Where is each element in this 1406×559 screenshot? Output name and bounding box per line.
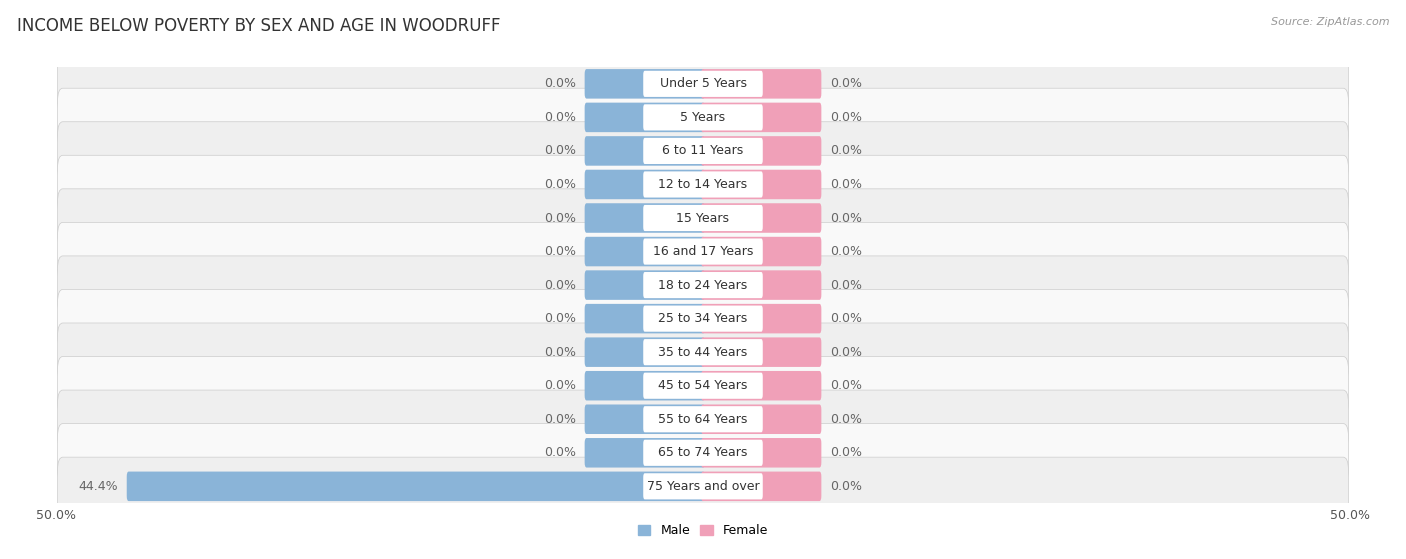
- FancyBboxPatch shape: [585, 103, 704, 132]
- Text: 6 to 11 Years: 6 to 11 Years: [662, 144, 744, 158]
- Text: 44.4%: 44.4%: [79, 480, 118, 493]
- FancyBboxPatch shape: [643, 71, 763, 97]
- FancyBboxPatch shape: [585, 405, 704, 434]
- FancyBboxPatch shape: [702, 405, 821, 434]
- Text: 0.0%: 0.0%: [544, 77, 576, 91]
- FancyBboxPatch shape: [585, 338, 704, 367]
- FancyBboxPatch shape: [702, 438, 821, 467]
- FancyBboxPatch shape: [585, 237, 704, 266]
- Text: 75 Years and over: 75 Years and over: [647, 480, 759, 493]
- FancyBboxPatch shape: [58, 256, 1348, 314]
- Text: 16 and 17 Years: 16 and 17 Years: [652, 245, 754, 258]
- FancyBboxPatch shape: [58, 122, 1348, 180]
- Text: 12 to 14 Years: 12 to 14 Years: [658, 178, 748, 191]
- FancyBboxPatch shape: [58, 189, 1348, 247]
- Text: 0.0%: 0.0%: [830, 278, 862, 292]
- Text: 45 to 54 Years: 45 to 54 Years: [658, 379, 748, 392]
- Text: Source: ZipAtlas.com: Source: ZipAtlas.com: [1271, 17, 1389, 27]
- Text: 0.0%: 0.0%: [830, 178, 862, 191]
- FancyBboxPatch shape: [702, 338, 821, 367]
- FancyBboxPatch shape: [643, 205, 763, 231]
- FancyBboxPatch shape: [58, 155, 1348, 214]
- Text: 0.0%: 0.0%: [830, 446, 862, 459]
- Text: 0.0%: 0.0%: [544, 178, 576, 191]
- FancyBboxPatch shape: [58, 290, 1348, 348]
- FancyBboxPatch shape: [585, 170, 704, 199]
- Text: INCOME BELOW POVERTY BY SEX AND AGE IN WOODRUFF: INCOME BELOW POVERTY BY SEX AND AGE IN W…: [17, 17, 501, 35]
- Text: 0.0%: 0.0%: [544, 312, 576, 325]
- Legend: Male, Female: Male, Female: [633, 519, 773, 542]
- FancyBboxPatch shape: [58, 457, 1348, 515]
- FancyBboxPatch shape: [643, 440, 763, 466]
- FancyBboxPatch shape: [58, 390, 1348, 448]
- FancyBboxPatch shape: [58, 424, 1348, 482]
- Text: 0.0%: 0.0%: [830, 379, 862, 392]
- Text: 0.0%: 0.0%: [544, 379, 576, 392]
- FancyBboxPatch shape: [643, 473, 763, 499]
- Text: 0.0%: 0.0%: [830, 312, 862, 325]
- Text: 0.0%: 0.0%: [544, 211, 576, 225]
- FancyBboxPatch shape: [702, 304, 821, 333]
- FancyBboxPatch shape: [702, 69, 821, 98]
- Text: 25 to 34 Years: 25 to 34 Years: [658, 312, 748, 325]
- Text: 0.0%: 0.0%: [830, 480, 862, 493]
- Text: 0.0%: 0.0%: [830, 345, 862, 359]
- FancyBboxPatch shape: [127, 472, 704, 501]
- Text: 0.0%: 0.0%: [830, 211, 862, 225]
- Text: 0.0%: 0.0%: [544, 278, 576, 292]
- FancyBboxPatch shape: [643, 306, 763, 331]
- Text: 55 to 64 Years: 55 to 64 Years: [658, 413, 748, 426]
- Text: 5 Years: 5 Years: [681, 111, 725, 124]
- FancyBboxPatch shape: [702, 271, 821, 300]
- FancyBboxPatch shape: [702, 170, 821, 199]
- FancyBboxPatch shape: [585, 438, 704, 467]
- FancyBboxPatch shape: [702, 136, 821, 165]
- FancyBboxPatch shape: [643, 272, 763, 298]
- FancyBboxPatch shape: [58, 323, 1348, 381]
- FancyBboxPatch shape: [585, 304, 704, 333]
- FancyBboxPatch shape: [585, 136, 704, 165]
- Text: Under 5 Years: Under 5 Years: [659, 77, 747, 91]
- Text: 0.0%: 0.0%: [544, 144, 576, 158]
- Text: 0.0%: 0.0%: [830, 245, 862, 258]
- Text: 35 to 44 Years: 35 to 44 Years: [658, 345, 748, 359]
- FancyBboxPatch shape: [702, 237, 821, 266]
- Text: 65 to 74 Years: 65 to 74 Years: [658, 446, 748, 459]
- Text: 0.0%: 0.0%: [830, 111, 862, 124]
- FancyBboxPatch shape: [585, 271, 704, 300]
- Text: 0.0%: 0.0%: [544, 245, 576, 258]
- FancyBboxPatch shape: [643, 105, 763, 130]
- FancyBboxPatch shape: [585, 371, 704, 400]
- Text: 15 Years: 15 Years: [676, 211, 730, 225]
- Text: 18 to 24 Years: 18 to 24 Years: [658, 278, 748, 292]
- Text: 0.0%: 0.0%: [544, 446, 576, 459]
- FancyBboxPatch shape: [643, 339, 763, 365]
- Text: 0.0%: 0.0%: [544, 111, 576, 124]
- FancyBboxPatch shape: [58, 55, 1348, 113]
- Text: 0.0%: 0.0%: [830, 413, 862, 426]
- FancyBboxPatch shape: [702, 472, 821, 501]
- FancyBboxPatch shape: [643, 406, 763, 432]
- FancyBboxPatch shape: [585, 69, 704, 98]
- Text: 0.0%: 0.0%: [544, 345, 576, 359]
- FancyBboxPatch shape: [585, 203, 704, 233]
- FancyBboxPatch shape: [702, 371, 821, 400]
- FancyBboxPatch shape: [643, 138, 763, 164]
- Text: 0.0%: 0.0%: [830, 144, 862, 158]
- FancyBboxPatch shape: [702, 103, 821, 132]
- FancyBboxPatch shape: [643, 239, 763, 264]
- Text: 0.0%: 0.0%: [544, 413, 576, 426]
- FancyBboxPatch shape: [58, 222, 1348, 281]
- FancyBboxPatch shape: [58, 357, 1348, 415]
- FancyBboxPatch shape: [58, 88, 1348, 146]
- FancyBboxPatch shape: [702, 203, 821, 233]
- FancyBboxPatch shape: [643, 172, 763, 197]
- Text: 0.0%: 0.0%: [830, 77, 862, 91]
- FancyBboxPatch shape: [643, 373, 763, 399]
